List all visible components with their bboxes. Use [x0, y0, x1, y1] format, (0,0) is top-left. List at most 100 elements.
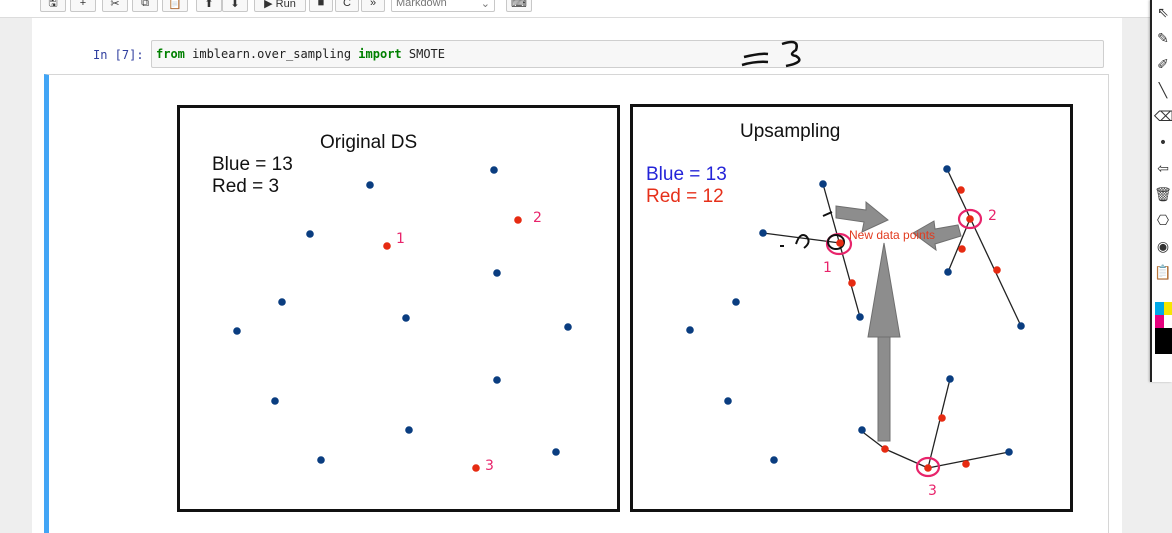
mark-1-left: 1: [396, 231, 405, 247]
red-point-2: [514, 216, 522, 224]
cyan-swatch[interactable]: [1155, 302, 1164, 315]
synthetic-red-point-8: [924, 464, 932, 472]
run-button[interactable]: ▶ Run: [254, 0, 306, 12]
blue-point-3: [306, 230, 314, 238]
blue-point-9: [493, 376, 501, 384]
cut-icon[interactable]: ✂: [102, 0, 128, 12]
pointer-icon[interactable]: ⇖: [1157, 5, 1169, 21]
blue-point-2: [490, 166, 498, 174]
black-scribbles: [741, 40, 845, 250]
cell-prompt: In [7]:: [93, 48, 144, 62]
dot-icon[interactable]: •: [1158, 135, 1168, 151]
move-down-icon[interactable]: ⬇: [222, 0, 248, 12]
blue-point-10: [724, 397, 732, 405]
clipboard-icon[interactable]: 📋: [1154, 265, 1172, 281]
synthetic-red-point-1: [957, 186, 965, 194]
original-blue-points: [233, 166, 572, 464]
big-gray-arrow: [867, 242, 901, 442]
eraser-icon[interactable]: ⌫: [1154, 109, 1172, 125]
original-blue-count: Blue = 13: [212, 154, 293, 175]
blue-point-13: [552, 448, 560, 456]
smote-lines: [762, 168, 1022, 469]
paste-icon[interactable]: 📋: [162, 0, 188, 12]
white-swatch[interactable]: [1164, 315, 1172, 328]
original-red-points: [383, 216, 522, 472]
blue-point-4: [493, 269, 501, 277]
blue-point-6: [686, 326, 694, 334]
blue-point-6: [233, 327, 241, 335]
blue-point-1: [366, 181, 374, 189]
original-ds-panel: [177, 105, 620, 512]
chevron-down-icon: ⌄: [480, 0, 490, 10]
red-point-3: [472, 464, 480, 472]
synthetic-red-point-7: [881, 445, 889, 453]
upsampled-red-points: [836, 186, 1001, 472]
synthetic-red-point-9: [962, 460, 970, 468]
undo-icon[interactable]: ⇦: [1157, 161, 1169, 177]
mark-1-right: 1: [823, 260, 832, 276]
save-icon[interactable]: 🖫: [40, 0, 66, 12]
pen-icon[interactable]: ✎: [1157, 31, 1169, 47]
blue-point-7: [856, 313, 864, 321]
black-swatch[interactable]: [1155, 328, 1172, 354]
restart-button[interactable]: C: [335, 0, 359, 12]
original-red-count: Red = 3: [212, 176, 280, 197]
blue-point-8: [564, 323, 572, 331]
upsampled-red-count: Red = 12: [646, 186, 724, 207]
upsampled-blue-points: [686, 165, 1025, 464]
move-up-icon[interactable]: ⬆: [196, 0, 222, 12]
blue-point-8: [1017, 322, 1025, 330]
add-cell-icon[interactable]: +: [70, 0, 96, 12]
run-all-button[interactable]: »: [361, 0, 385, 12]
upsampled-blue-count: Blue = 13: [646, 164, 727, 185]
yellow-swatch[interactable]: [1164, 302, 1172, 315]
cell-type-value: Markdown: [396, 0, 447, 9]
blue-point-5: [278, 298, 286, 306]
copy-icon[interactable]: ⧉: [132, 0, 158, 12]
mark-3-left: 3: [485, 458, 494, 474]
trash-icon[interactable]: 🗑: [1154, 187, 1172, 203]
blue-point-12: [770, 456, 778, 464]
stamp-icon[interactable]: ⎔: [1156, 213, 1170, 229]
blue-point-11: [405, 426, 413, 434]
synthetic-red-point-4: [958, 245, 966, 253]
module-path: imblearn.over_sampling: [184, 47, 359, 61]
code-cell-input[interactable]: from imblearn.over_sampling import SMOTE: [151, 40, 1104, 68]
synthetic-red-point-5: [836, 239, 844, 247]
synthetic-red-point-3: [993, 266, 1001, 274]
synthetic-red-point-2: [966, 215, 974, 223]
pink-circles: [825, 208, 983, 478]
upsampling-title: Upsampling: [740, 121, 841, 142]
blue-point-5: [732, 298, 740, 306]
blue-point-1: [819, 180, 827, 188]
blue-point-13: [1005, 448, 1013, 456]
original-ds-title: Original DS: [320, 132, 418, 153]
line-icon[interactable]: ╲: [1158, 83, 1168, 99]
mark-2-right: 2: [988, 208, 997, 224]
blue-point-7: [402, 314, 410, 322]
notebook-toolbar: 🖫 + ✂ ⧉ 📋 ⬆ ⬇ ▶ Run ■ C » Markdown ⌄ ⌨: [0, 0, 1150, 18]
pink-handwritten-marks: 1 2 3 1 2 3: [396, 208, 997, 499]
synthetic-red-point-10: [938, 414, 946, 422]
keyboard-shortcuts-button[interactable]: ⌨: [506, 0, 532, 12]
blue-point-3: [759, 229, 767, 237]
annotation-tool-palette: ⇖ ✎ ✐ ╲ ⌫ • ⇦ 🗑 ⎔ ◉ 📋: [1150, 0, 1172, 382]
small-gray-arrows: [835, 200, 962, 252]
stop-button[interactable]: ■: [309, 0, 333, 12]
mark-2-left: 2: [533, 210, 542, 226]
camera-icon[interactable]: ◉: [1156, 239, 1170, 255]
blue-point-9: [946, 375, 954, 383]
blue-point-11: [858, 426, 866, 434]
blue-point-2: [943, 165, 951, 173]
mark-3-right: 3: [928, 483, 937, 499]
new-data-points-label: New data points: [849, 228, 936, 242]
blue-point-4: [944, 268, 952, 276]
cell-type-select[interactable]: Markdown ⌄: [391, 0, 495, 12]
red-point-1: [383, 242, 391, 250]
magenta-swatch[interactable]: [1155, 315, 1164, 328]
synthetic-red-point-6: [848, 279, 856, 287]
keyword-from: from: [156, 47, 185, 61]
keyword-import: import: [358, 47, 402, 61]
highlighter-icon[interactable]: ✐: [1157, 57, 1169, 73]
